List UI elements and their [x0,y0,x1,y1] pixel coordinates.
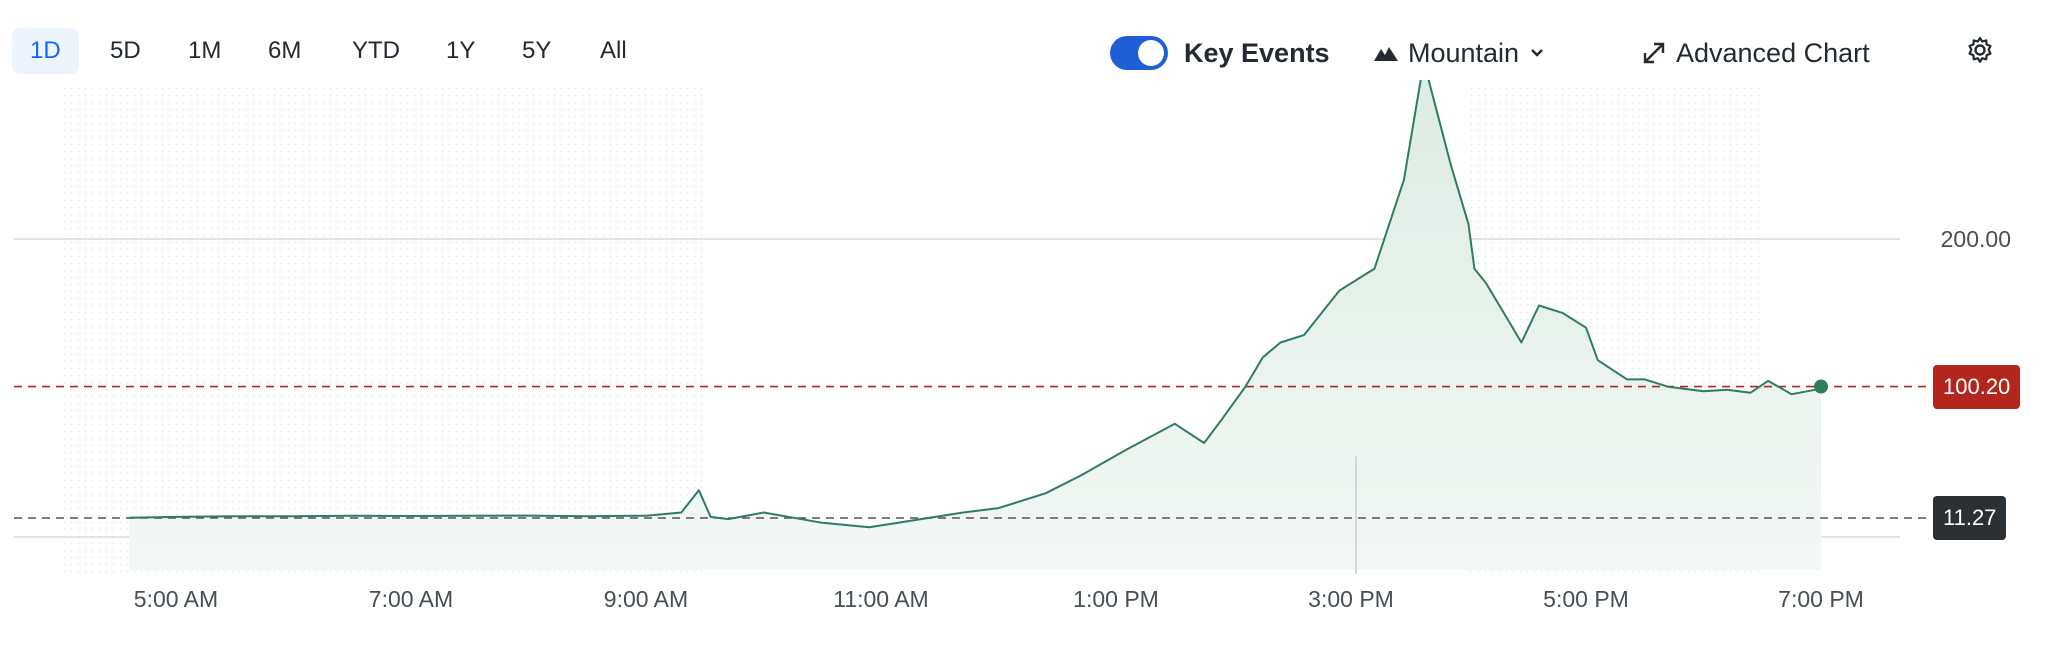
last-price-dot [1814,379,1828,394]
range-button-1y[interactable]: 1Y [446,37,476,64]
range-button-5d[interactable]: 5D [110,37,141,64]
range-button-6m[interactable]: 6M [268,37,302,64]
key-events-toggle[interactable] [1110,36,1168,70]
x-tick-label: 9:00 AM [604,586,688,612]
x-tick-label: 11:00 AM [833,586,928,612]
chart-type-label: Mountain [1408,38,1520,68]
pre-market-shading [58,88,705,574]
chevron-down-icon [1529,47,1545,59]
advanced-chart-button[interactable]: Advanced Chart [1642,36,1870,70]
range-button-1m[interactable]: 1M [188,37,222,64]
range-button-1d[interactable]: 1D [12,28,79,74]
advanced-chart-label: Advanced Chart [1676,38,1870,68]
price-line [128,80,1822,529]
range-button-all[interactable]: All [600,37,627,64]
key-events-label: Key Events [1184,38,1330,68]
x-tick-label: 7:00 AM [369,586,453,612]
toggle-knob [1138,40,1164,66]
mountain-icon [1374,45,1398,61]
settings-button[interactable] [1966,36,1994,64]
current-price-tag: 100.20 [1933,364,2021,409]
chart-type-dropdown[interactable]: Mountain [1374,36,1545,70]
chart-toolbar: 1D 5D 1M 6M YTD 1Y 5Y All Key Events Mountain A… [0,0,2046,100]
price-chart: 5:00 AM 7:00 AM 9:00 AM 11:00 AM 1:00 PM 3:00… [14,80,2011,612]
price-area [129,80,1821,570]
x-tick-label: 7:00 PM [1778,586,1864,612]
x-tick-label: 5:00 AM [134,586,218,612]
x-tick-label: 3:00 PM [1308,586,1394,612]
range-button-ytd[interactable]: YTD [352,37,400,64]
x-tick-label: 1:00 PM [1073,586,1159,612]
previous-close-tag: 11.27 [1933,496,2007,540]
x-tick-label: 5:00 PM [1543,586,1629,612]
y-tick-label: 200.00 [1941,226,2011,252]
range-button-5y[interactable]: 5Y [522,37,552,64]
expand-arrows-icon [1642,41,1666,65]
gear-icon [1966,36,1994,64]
